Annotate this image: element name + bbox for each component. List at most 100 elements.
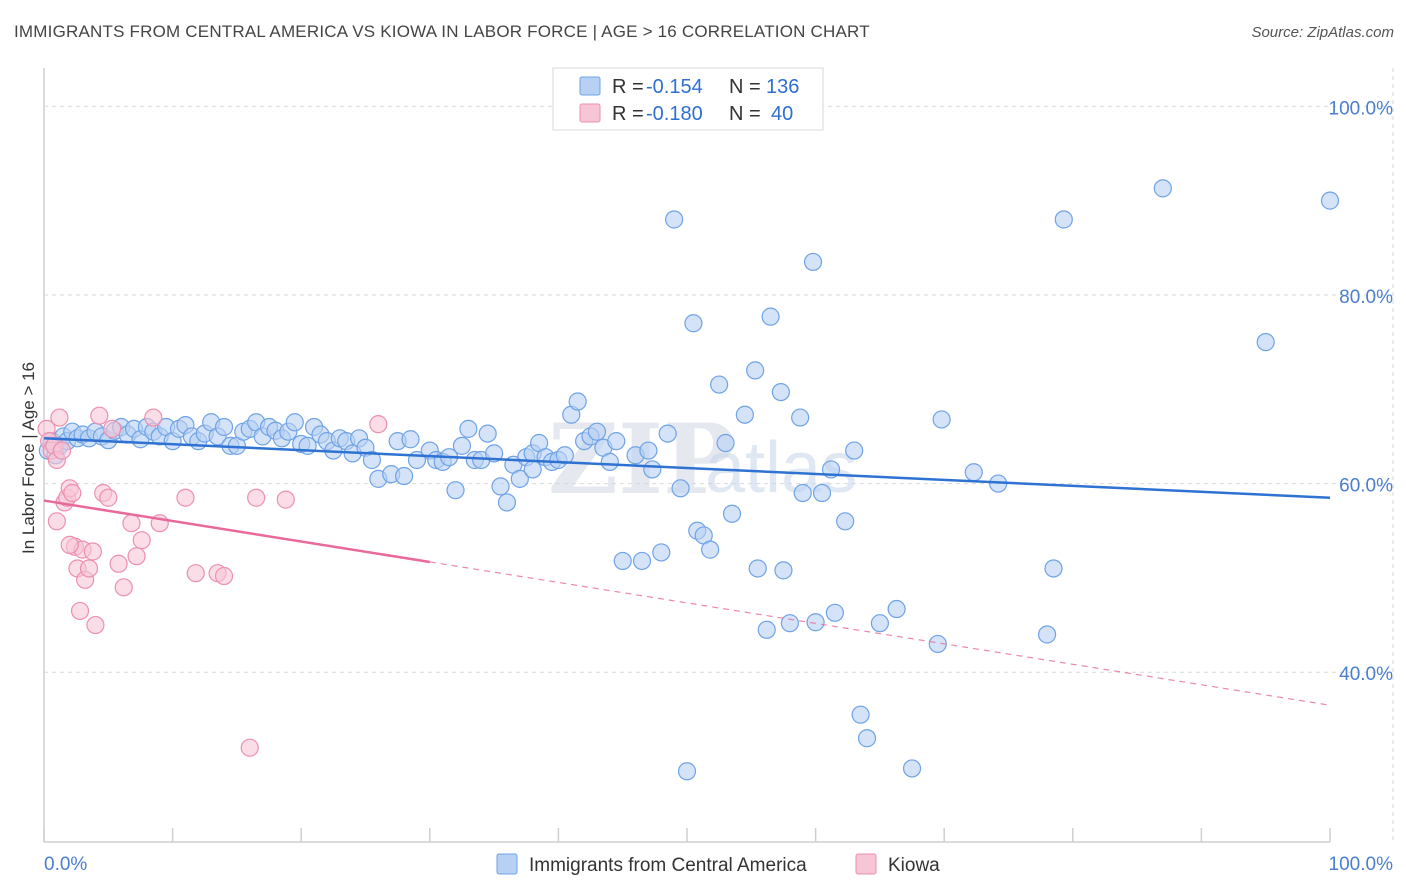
- point-blue-127: [932, 410, 951, 429]
- correlation-legend: R = -0.154 N = 136 R = -0.180 N = 40: [552, 67, 824, 131]
- point-blue-88: [600, 452, 619, 471]
- point-blue-120: [845, 441, 864, 460]
- point-blue-109: [761, 307, 780, 326]
- point-blue-74: [510, 469, 529, 488]
- series-legend: Immigrants from Central America Kiowa: [496, 853, 940, 876]
- tick-labels: 40.0% 60.0% 80.0% 100.0% 0.0% 100.0%: [44, 98, 1393, 875]
- point-pink-16: [79, 559, 99, 578]
- point-blue-72: [497, 493, 517, 512]
- point-pink-35: [247, 488, 266, 507]
- point-blue-137: [806, 613, 825, 632]
- series-legend-label-blue: Immigrants from Central America: [529, 855, 807, 876]
- point-blue-111: [774, 561, 793, 580]
- series-legend-swatch-pink: [855, 853, 877, 875]
- series-legend-label-pink: Kiowa: [888, 855, 940, 876]
- point-blue-70: [485, 444, 504, 463]
- point-pink-5: [50, 408, 69, 427]
- legend-r-value-pink: -0.180: [646, 103, 703, 125]
- point-blue-89: [613, 551, 632, 571]
- point-blue-92: [639, 441, 658, 460]
- point-blue-103: [716, 433, 735, 453]
- point-blue-86: [587, 422, 607, 441]
- point-pink-23: [109, 554, 128, 573]
- legend-n-value-blue: 136: [766, 76, 799, 98]
- y-tick-label-1: 60.0%: [1339, 476, 1393, 497]
- legend-swatch-pink: [579, 103, 601, 123]
- point-pink-34: [240, 738, 259, 757]
- legend-r-value-blue: -0.154: [646, 76, 703, 98]
- point-pink-22: [103, 419, 122, 438]
- point-blue-94: [652, 543, 671, 562]
- point-blue-114: [793, 483, 812, 503]
- point-pink-27: [132, 531, 151, 550]
- point-blue-83: [568, 392, 587, 411]
- legend-swatch-blue: [579, 76, 601, 96]
- point-blue-121: [851, 705, 870, 724]
- trend-line-blue: [43, 437, 1331, 499]
- point-blue-95: [658, 424, 677, 443]
- point-blue-66: [459, 419, 478, 438]
- point-pink-13: [70, 601, 90, 621]
- point-blue-132: [1054, 210, 1073, 229]
- point-blue-125: [902, 759, 922, 778]
- point-pink-17: [83, 542, 102, 561]
- point-blue-71: [491, 477, 510, 496]
- point-blue-69: [478, 424, 497, 443]
- point-blue-106: [746, 361, 765, 380]
- point-blue-105: [735, 405, 754, 424]
- watermark: ZIP atlas: [548, 403, 857, 516]
- point-pink-6: [52, 441, 72, 460]
- point-blue-65: [452, 436, 472, 455]
- y-tick-label-3: 100.0%: [1329, 98, 1394, 119]
- legend-n-label-pink: N =: [729, 103, 761, 125]
- point-blue-124: [887, 599, 906, 619]
- point-blue-139: [523, 460, 542, 479]
- point-pink-30: [176, 488, 195, 507]
- point-blue-58: [401, 430, 420, 449]
- point-blue-107: [748, 559, 767, 578]
- point-blue-135: [1320, 191, 1340, 210]
- point-blue-57: [394, 466, 414, 486]
- x-tick-label-1: 100.0%: [1329, 854, 1394, 875]
- point-blue-108: [757, 620, 776, 639]
- y-tick-label-0: 40.0%: [1339, 664, 1393, 685]
- point-blue-41: [285, 413, 304, 432]
- point-blue-30: [214, 417, 234, 437]
- point-blue-122: [857, 729, 877, 748]
- point-blue-136: [677, 762, 697, 781]
- point-blue-138: [607, 432, 626, 451]
- point-blue-123: [870, 614, 890, 633]
- point-blue-119: [836, 512, 855, 531]
- point-blue-98: [684, 314, 703, 333]
- legend-r-label-blue: R =: [612, 76, 644, 98]
- point-blue-113: [791, 408, 810, 427]
- legend-n-label-blue: N =: [729, 76, 761, 98]
- point-pink-31: [186, 564, 205, 583]
- series-legend-swatch-blue: [496, 853, 518, 875]
- point-pink-19: [90, 406, 109, 425]
- point-pink-28: [144, 408, 163, 427]
- y-axis-label: In Labor Force | Age > 16: [19, 362, 38, 554]
- point-pink-24: [114, 578, 133, 597]
- trend-line-pink-solid: [43, 499, 430, 564]
- point-blue-81: [555, 446, 574, 465]
- legend-n-value-pink: 40: [771, 103, 793, 125]
- point-blue-110: [771, 382, 790, 402]
- point-blue-134: [1256, 332, 1275, 352]
- point-pink-39: [60, 535, 79, 554]
- point-pink-38: [47, 512, 66, 531]
- point-pink-21: [99, 488, 118, 507]
- chart-title: IMMIGRANTS FROM CENTRAL AMERICA VS KIOWA…: [14, 22, 870, 41]
- point-pink-37: [369, 415, 388, 434]
- trend-line-pink-dashed: [429, 561, 1331, 706]
- point-blue-115: [803, 252, 823, 272]
- legend-r-label-pink: R =: [612, 103, 644, 125]
- point-blue-130: [1037, 625, 1057, 644]
- point-pink-26: [127, 547, 146, 566]
- point-pink-25: [122, 514, 141, 533]
- point-blue-93: [643, 460, 662, 479]
- x-tick-label-0: 0.0%: [44, 854, 87, 875]
- point-blue-112: [780, 614, 799, 633]
- point-blue-118: [825, 603, 844, 622]
